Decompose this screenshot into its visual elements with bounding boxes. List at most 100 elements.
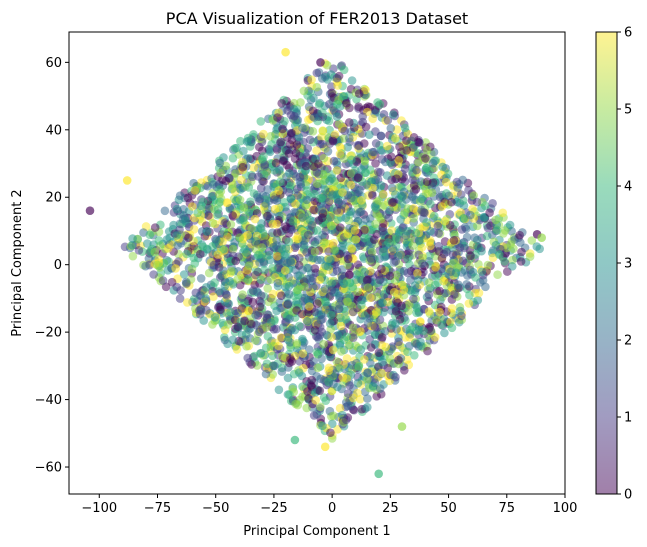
scatter-point [527, 236, 537, 245]
scatter-point [290, 207, 299, 217]
scatter-point [354, 89, 364, 98]
scatter-point [316, 58, 325, 67]
scatter-point [374, 348, 384, 358]
scatter-point [244, 261, 254, 271]
scatter-point [516, 257, 526, 266]
scatter-point [210, 313, 220, 322]
scatter-point [303, 230, 313, 240]
scatter-point [385, 271, 395, 281]
scatter-point [395, 142, 404, 151]
scatter-point [309, 357, 318, 366]
scatter-point [327, 310, 336, 320]
scatter-point [441, 177, 451, 187]
scatter-point [384, 238, 393, 247]
scatter-point [370, 323, 380, 332]
scatter-point [435, 286, 444, 296]
scatter-point [360, 157, 370, 166]
scatter-point [199, 316, 208, 325]
scatter-point [363, 375, 372, 384]
scatter-point [317, 204, 327, 214]
scatter-point [448, 250, 458, 259]
scatter-point [215, 273, 225, 282]
scatter-point [122, 176, 132, 185]
scatter-point [363, 394, 372, 403]
scatter-point [272, 324, 281, 334]
scatter-point [388, 110, 398, 119]
scatter-point [263, 332, 273, 341]
scatter-point [310, 307, 320, 317]
scatter-point [228, 335, 238, 345]
colorbar: 0 1 2 3 4 5 6 [595, 26, 632, 503]
scatter-point [416, 341, 426, 351]
scatter-point [307, 75, 316, 84]
scatter-point [327, 286, 336, 295]
scatter-point [181, 277, 191, 287]
scatter-point [179, 270, 189, 279]
scatter-point [277, 367, 287, 376]
scatter-point [387, 183, 397, 193]
scatter-point [243, 230, 252, 240]
scatter-point [269, 242, 278, 252]
scatter-point [201, 283, 211, 292]
scatter-point [321, 261, 330, 271]
scatter-point [353, 173, 363, 183]
scatter-point [332, 100, 342, 109]
scatter-point [405, 325, 415, 335]
scatter-point [285, 140, 295, 149]
scatter-point [189, 178, 198, 188]
scatter-point [483, 223, 493, 233]
scatter-point [367, 225, 376, 235]
scatter-point [402, 136, 411, 145]
scatter-point [361, 215, 370, 224]
scatter-point [371, 219, 380, 229]
scatter-point [333, 81, 343, 90]
scatter-point [284, 289, 294, 299]
scatter-point [253, 193, 262, 202]
scatter-point [154, 236, 164, 245]
scatter-point [231, 256, 240, 266]
scatter-point [330, 130, 340, 139]
scatter-point [276, 137, 286, 147]
scatter-point [337, 347, 346, 356]
scatter-point [209, 260, 219, 270]
scatter-point [335, 300, 345, 309]
scatter-point [351, 235, 360, 244]
scatter-point [403, 268, 413, 278]
scatter-point [295, 253, 304, 263]
scatter-point [213, 250, 223, 259]
scatter-point [318, 268, 327, 278]
x-tick-label: 0 [328, 501, 336, 516]
scatter-point [343, 389, 353, 398]
scatter-point [325, 99, 334, 109]
scatter-point [263, 310, 272, 319]
scatter-point [458, 256, 468, 266]
scatter-point [372, 292, 381, 302]
scatter-point [387, 152, 396, 162]
scatter-point [322, 115, 332, 125]
scatter-point [336, 223, 345, 232]
scatter-point [295, 172, 305, 182]
scatter-point [268, 289, 278, 299]
scatter-point [261, 199, 270, 208]
scatter-point [382, 171, 392, 180]
scatter-point [367, 247, 377, 257]
scatter-point [263, 284, 273, 293]
scatter-point [328, 419, 337, 429]
scatter-point [305, 302, 314, 311]
scatter-point [210, 278, 219, 287]
scatter-point [466, 251, 475, 261]
scatter-point [228, 211, 237, 220]
scatter-point [332, 206, 342, 215]
scatter-point [332, 73, 342, 83]
scatter-point [409, 214, 419, 223]
chart-title: PCA Visualization of FER2013 Dataset [166, 9, 468, 28]
scatter-point [242, 248, 251, 257]
scatter-point [249, 163, 258, 172]
scatter-point [348, 307, 358, 317]
scatter-point [244, 183, 254, 192]
scatter-point [397, 422, 407, 431]
colorbar-tick-label: 3 [624, 257, 632, 272]
x-axis: −100 −75 −50 −25 0 25 50 75 100 [81, 494, 577, 516]
scatter-point [488, 199, 497, 208]
scatter-point [184, 233, 193, 243]
